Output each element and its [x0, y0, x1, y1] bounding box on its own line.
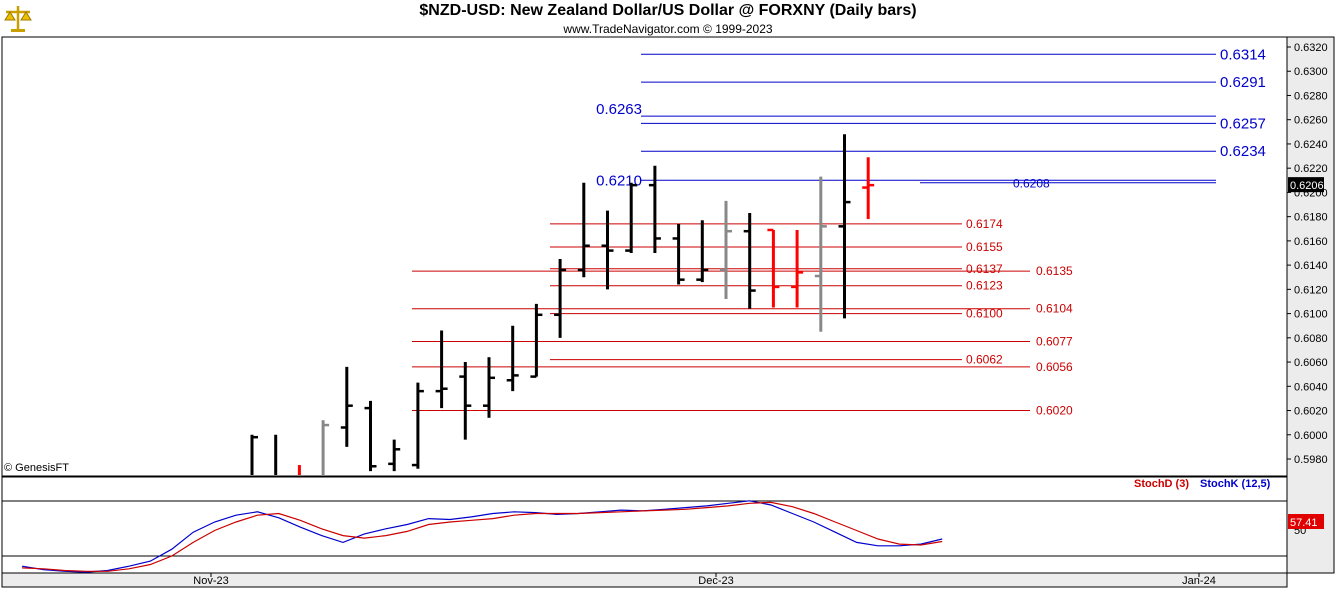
ohlc-bar [601, 210, 614, 290]
y-tick-label: 0.6280 [1294, 90, 1328, 102]
ohlc-bar [506, 325, 519, 392]
y-tick-label: 0.6300 [1294, 66, 1328, 78]
ohlc-bar [435, 330, 448, 409]
level-label-0.6056: 0.6056 [1036, 360, 1073, 374]
level-label-0.6291: 0.6291 [1220, 74, 1266, 91]
y-axis-panel [1286, 36, 1335, 574]
trade-navigator-logo [2, 2, 34, 34]
last-price-box [1288, 177, 1324, 193]
y-tick-label: 0.6140 [1294, 260, 1328, 272]
level-label-0.6137: 0.6137 [966, 262, 1003, 276]
chart-title: $NZD-USD: New Zealand Dollar/US Dollar @… [419, 2, 917, 19]
level-label-0.6155: 0.6155 [966, 240, 1003, 254]
x-axis-panel [1, 572, 1288, 588]
y-tick-label: 0.6320 [1294, 42, 1328, 54]
ohlc-bar [696, 220, 709, 283]
level-label-0.6234: 0.6234 [1220, 143, 1266, 160]
ohlc-bar [767, 228, 780, 308]
level-label-0.6174: 0.6174 [966, 217, 1003, 231]
ohlc-bar [791, 229, 804, 308]
y-tick-label: 0.6160 [1294, 236, 1328, 248]
ohlc-bar [483, 357, 495, 418]
ohlc-bar [530, 303, 543, 378]
ohlc-bar [554, 259, 567, 338]
x-tick-label: Nov-23 [193, 575, 228, 587]
last-price-label: 0.6206 [1290, 180, 1324, 192]
level-label-0.6263: 0.6263 [596, 101, 642, 118]
scales-icon [2, 2, 34, 34]
y-tick-label: 0.6240 [1294, 139, 1328, 151]
level-label-0.6100: 0.6100 [966, 307, 1003, 321]
stoch-last-box [1288, 514, 1324, 529]
level-label-0.6135: 0.6135 [1036, 264, 1073, 278]
ohlc-bar [577, 182, 590, 278]
ohlc-bar [321, 420, 330, 475]
ohlc-bar [250, 434, 258, 475]
y-tick-label: 0.6180 [1294, 212, 1328, 224]
ohlc-bar [364, 400, 377, 472]
ohlc-bar [459, 362, 472, 440]
stochastic-panel [1, 476, 1288, 574]
level-label-0.6104: 0.6104 [1036, 302, 1073, 316]
y-tick-label: 0.6260 [1294, 115, 1328, 127]
ohlc-bar [838, 134, 851, 319]
ohlc-bar [625, 182, 638, 253]
ohlc-bar [388, 439, 401, 472]
y-tick-label: 0.6040 [1294, 381, 1328, 393]
y-tick-label: 0.6060 [1294, 357, 1328, 369]
stoch-line [21, 500, 943, 573]
ohlc-bar [720, 200, 732, 300]
y-tick-label: 0.6020 [1294, 406, 1328, 418]
level-label-0.6077: 0.6077 [1036, 334, 1073, 348]
ohlc-bar [814, 176, 827, 332]
y-tick-label: 0.6120 [1294, 284, 1328, 296]
y-tick-label: 0.6000 [1294, 430, 1328, 442]
level-label-0.6210: 0.6210 [596, 172, 642, 189]
ohlc-bar [743, 213, 756, 309]
stoch-legend-k: StochK (12,5) [1200, 478, 1271, 490]
level-label-0.6123: 0.6123 [966, 279, 1003, 293]
level-label-0.6062: 0.6062 [966, 353, 1003, 367]
y-tick-label: 0.6220 [1294, 163, 1328, 175]
x-tick-label: Jan-24 [1182, 575, 1216, 587]
stoch-line [21, 501, 943, 572]
data-credit: © GenesisFT [4, 462, 69, 474]
y-tick-label: 0.6080 [1294, 333, 1328, 345]
level-label-0.6314: 0.6314 [1220, 46, 1266, 63]
level-label-0.6020: 0.6020 [1036, 404, 1073, 418]
chart-subtitle: www.TradeNavigator.com © 1999-2023 [563, 22, 773, 36]
stoch-last-label: 57.41 [1290, 517, 1318, 529]
x-tick-label: Dec-23 [698, 575, 733, 587]
price-panel [1, 36, 1288, 477]
ohlc-bar [672, 223, 685, 285]
y-tick-label: 0.6100 [1294, 309, 1328, 321]
ohlc-bar [340, 366, 353, 447]
stoch-legend-d: StochD (3) [1134, 478, 1189, 490]
ohlc-bar [648, 165, 661, 253]
level-label-0.6257: 0.6257 [1220, 115, 1266, 132]
y-tick-label: 0.5980 [1294, 454, 1328, 466]
level-label-0.6208: 0.6208 [1013, 177, 1050, 191]
ohlc-bar [411, 382, 424, 469]
ohlc-bar [862, 157, 875, 220]
